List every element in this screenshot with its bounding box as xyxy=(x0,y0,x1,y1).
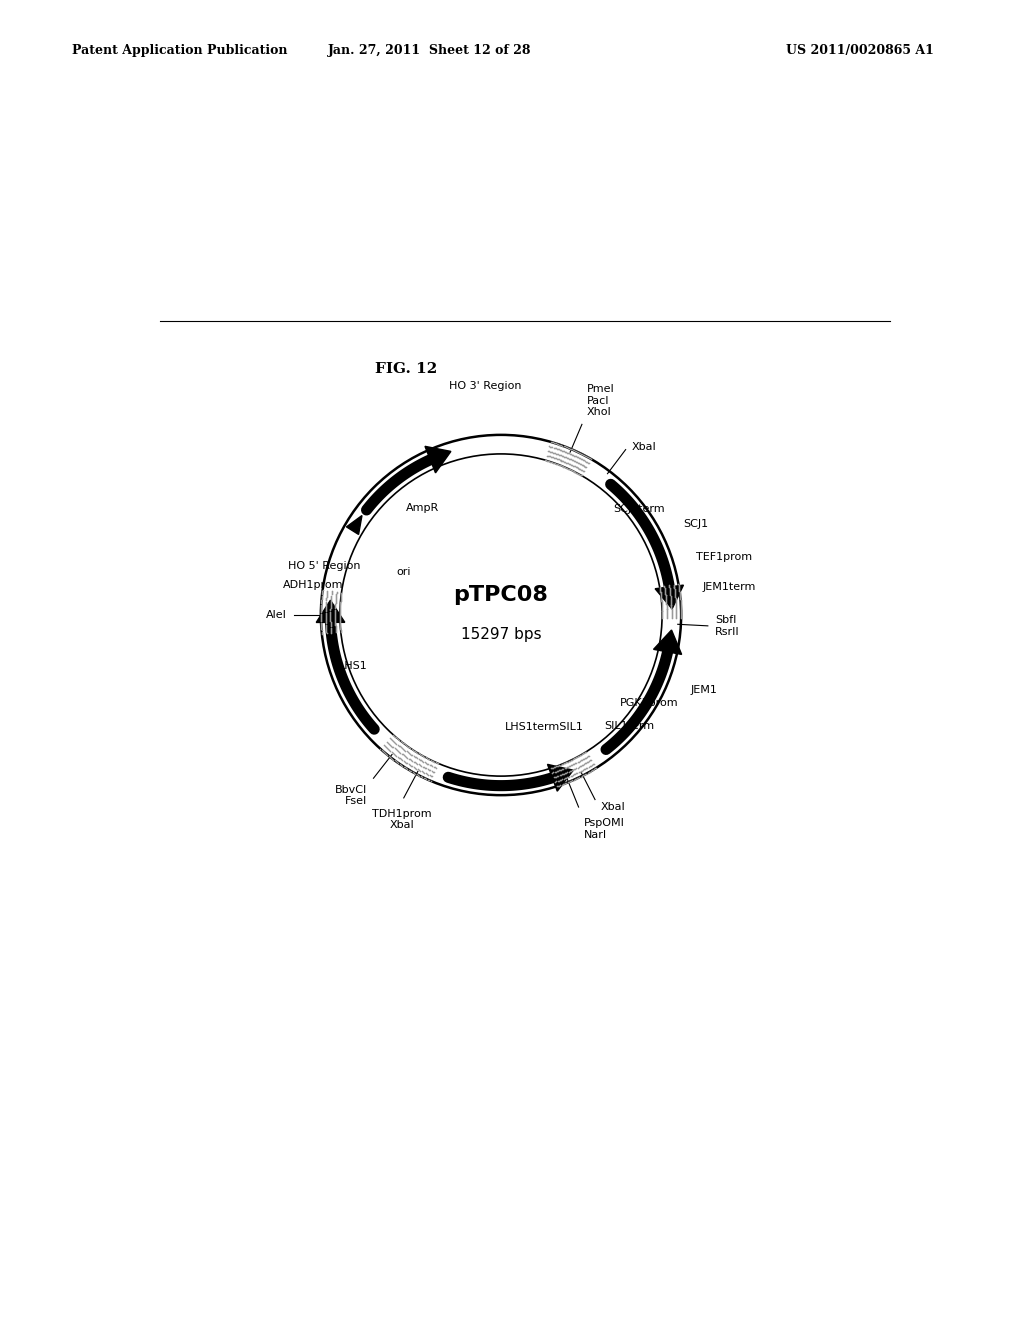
Text: LHS1: LHS1 xyxy=(339,660,368,671)
Text: SIL1term: SIL1term xyxy=(604,721,654,730)
Text: SCJ1: SCJ1 xyxy=(683,519,709,529)
Text: BbvCI
FseI: BbvCI FseI xyxy=(335,784,368,807)
Text: ADH1prom: ADH1prom xyxy=(283,581,343,590)
Text: JEM1term: JEM1term xyxy=(703,582,757,593)
Text: TEF1prom: TEF1prom xyxy=(696,552,753,561)
Text: PmeI
PacI
XhoI: PmeI PacI XhoI xyxy=(587,384,614,417)
Text: SbfI
RsrII: SbfI RsrII xyxy=(715,615,739,636)
Text: pTPC08: pTPC08 xyxy=(454,585,549,605)
Text: LHS1termSIL1: LHS1termSIL1 xyxy=(505,722,584,733)
Text: ori: ori xyxy=(396,566,411,577)
Polygon shape xyxy=(653,630,682,655)
Text: XbaI: XbaI xyxy=(632,442,656,451)
Text: AmpR: AmpR xyxy=(406,503,439,513)
Text: HO 5' Region: HO 5' Region xyxy=(288,561,360,572)
Text: PGK1prom: PGK1prom xyxy=(621,698,679,709)
Text: Patent Application Publication: Patent Application Publication xyxy=(72,44,287,57)
Text: AleI: AleI xyxy=(266,610,287,620)
Text: PspOMI
NarI: PspOMI NarI xyxy=(584,818,625,840)
Text: SCJ1term: SCJ1term xyxy=(613,504,665,513)
Text: Jan. 27, 2011  Sheet 12 of 28: Jan. 27, 2011 Sheet 12 of 28 xyxy=(329,44,531,57)
Polygon shape xyxy=(316,601,345,623)
Text: US 2011/0020865 A1: US 2011/0020865 A1 xyxy=(786,44,934,57)
Polygon shape xyxy=(346,516,361,535)
Text: XbaI: XbaI xyxy=(600,803,626,812)
Polygon shape xyxy=(425,446,451,473)
Polygon shape xyxy=(548,764,573,791)
Text: TDH1prom
XbaI: TDH1prom XbaI xyxy=(373,809,432,830)
Text: 15297 bps: 15297 bps xyxy=(461,627,542,643)
Polygon shape xyxy=(655,585,683,609)
Text: JEM1: JEM1 xyxy=(690,685,717,694)
Text: HO 3' Region: HO 3' Region xyxy=(449,381,521,391)
Text: FIG. 12: FIG. 12 xyxy=(375,362,437,376)
